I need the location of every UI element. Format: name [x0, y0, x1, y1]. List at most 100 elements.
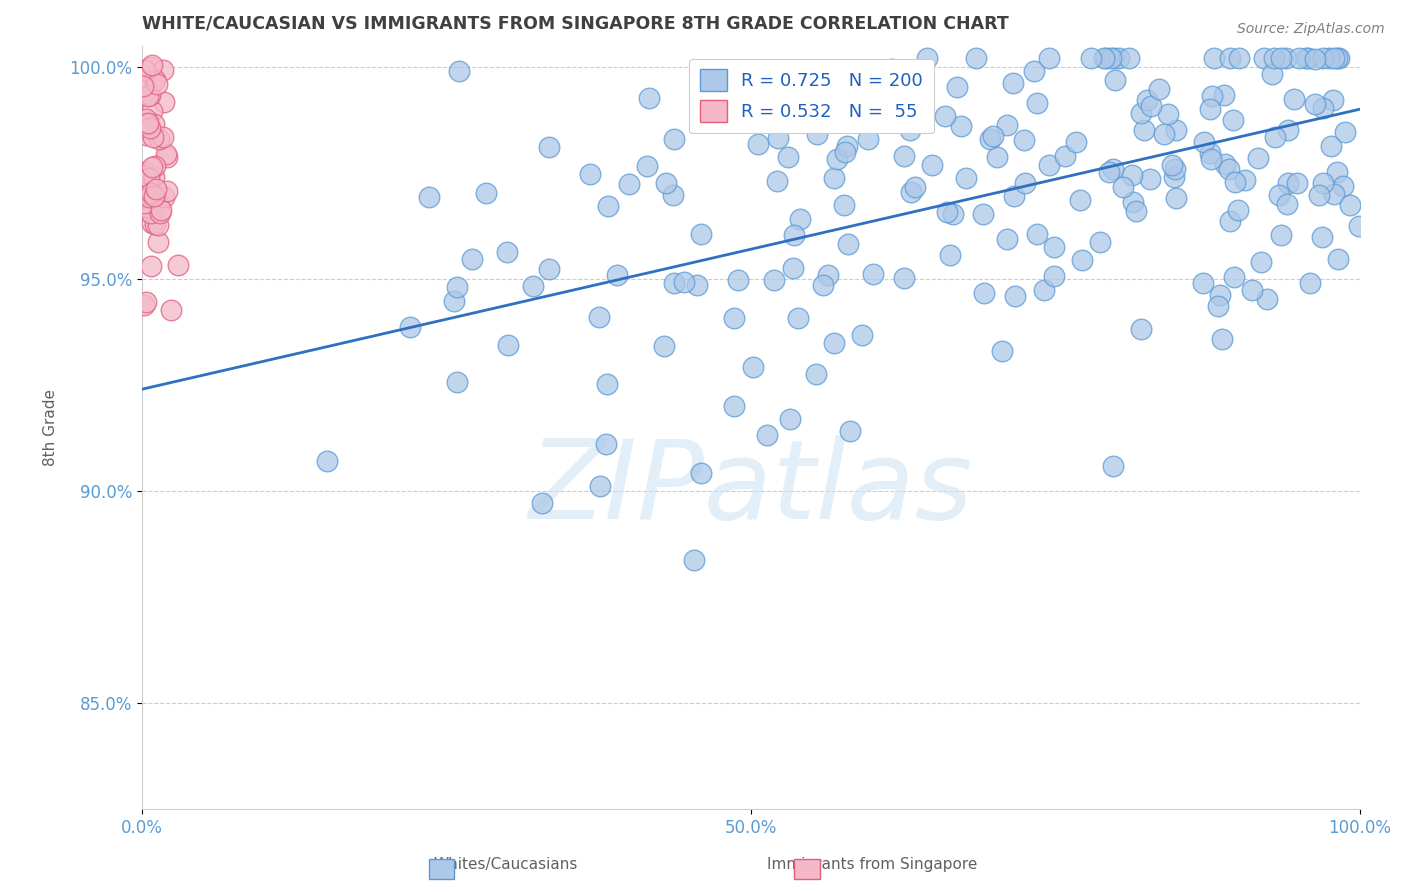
Point — [972, 207, 994, 221]
Point — [1198, 103, 1220, 117]
Point — [817, 268, 839, 282]
Point — [827, 73, 849, 87]
Point — [723, 399, 745, 413]
Point — [806, 127, 828, 141]
Point — [134, 195, 156, 210]
Point — [418, 190, 440, 204]
Point — [1322, 93, 1344, 107]
Point — [1339, 198, 1361, 212]
Point — [145, 182, 167, 196]
Point — [1130, 105, 1153, 120]
Point — [1334, 125, 1357, 139]
Text: Source: ZipAtlas.com: Source: ZipAtlas.com — [1237, 22, 1385, 37]
Point — [606, 268, 628, 282]
Point — [132, 78, 155, 93]
Point — [662, 132, 685, 146]
Point — [142, 129, 165, 144]
Point — [146, 77, 169, 91]
Point — [139, 259, 162, 273]
Point — [823, 171, 845, 186]
Point — [1247, 151, 1270, 165]
Point — [1014, 176, 1036, 190]
Point — [955, 170, 977, 185]
Point — [1326, 51, 1348, 65]
Point — [893, 270, 915, 285]
Point — [537, 262, 560, 277]
Point — [1261, 67, 1284, 81]
Point — [1263, 51, 1285, 65]
Point — [141, 104, 163, 119]
Point — [1312, 51, 1334, 65]
Point — [1288, 51, 1310, 65]
Point — [1213, 88, 1236, 103]
Point — [141, 161, 163, 175]
Point — [135, 112, 157, 126]
Point — [141, 216, 163, 230]
Point — [862, 267, 884, 281]
Point — [1042, 269, 1064, 284]
Point — [1219, 51, 1241, 65]
Point — [1201, 88, 1223, 103]
Point — [1112, 180, 1135, 194]
Point — [1348, 219, 1371, 233]
Point — [136, 116, 159, 130]
Point — [153, 95, 176, 109]
Point — [139, 120, 162, 135]
Point — [619, 177, 641, 191]
Point — [1299, 277, 1322, 291]
Text: Whites/Caucasians: Whites/Caucasians — [434, 857, 578, 872]
Point — [1295, 51, 1317, 65]
Point — [446, 280, 468, 294]
Point — [995, 232, 1018, 246]
Point — [1250, 254, 1272, 268]
Point — [1256, 292, 1278, 306]
Point — [946, 79, 969, 94]
Point — [1308, 188, 1330, 202]
Point — [1312, 101, 1334, 115]
Point — [166, 258, 188, 272]
Point — [1312, 176, 1334, 190]
Point — [1108, 51, 1130, 65]
Point — [139, 186, 162, 201]
Point — [939, 248, 962, 262]
Point — [981, 128, 1004, 143]
Point — [806, 367, 828, 381]
Point — [837, 236, 859, 251]
Point — [990, 343, 1012, 358]
Point — [596, 199, 619, 213]
Point — [761, 100, 783, 114]
Point — [1042, 240, 1064, 254]
Point — [1327, 51, 1350, 65]
Point — [579, 167, 602, 181]
Point — [979, 132, 1001, 146]
Point — [900, 185, 922, 199]
Point — [1331, 179, 1354, 194]
Point — [152, 62, 174, 77]
Point — [1038, 158, 1060, 172]
Point — [1088, 235, 1111, 250]
Point — [858, 132, 880, 146]
Point — [596, 377, 619, 392]
Point — [1080, 51, 1102, 65]
Point — [139, 60, 162, 74]
Point — [1275, 196, 1298, 211]
Point — [447, 64, 470, 78]
Text: Immigrants from Singapore: Immigrants from Singapore — [766, 857, 977, 872]
Point — [689, 466, 711, 480]
Point — [589, 479, 612, 493]
Point — [838, 424, 860, 438]
Point — [1303, 97, 1326, 112]
Point — [146, 218, 169, 232]
Point — [1317, 51, 1340, 65]
Point — [461, 252, 484, 267]
Point — [813, 278, 835, 293]
Point — [965, 51, 987, 65]
Point — [146, 235, 169, 249]
Point — [159, 302, 181, 317]
Point — [1270, 51, 1292, 65]
Point — [1132, 122, 1154, 136]
Point — [1310, 230, 1333, 244]
Point — [1323, 186, 1346, 201]
Point — [915, 51, 938, 65]
Point — [1219, 214, 1241, 228]
